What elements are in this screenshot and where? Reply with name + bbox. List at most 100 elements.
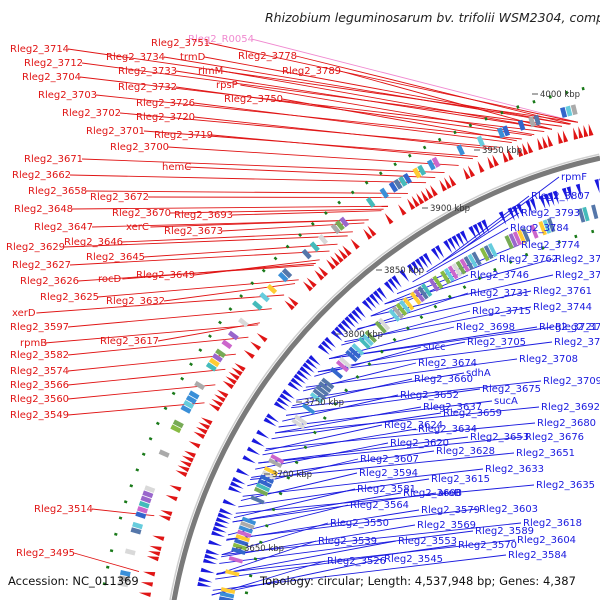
reverse-gene-arrow <box>232 476 246 485</box>
forward-gene-label: Rleg2_3495 <box>16 548 75 559</box>
forward-gene-arrow <box>256 333 268 343</box>
forward-gene-label: Rleg2_3649 <box>136 270 195 281</box>
forward-gene-label: Rleg2_3627 <box>12 260 71 271</box>
forward-gene-label: Rleg2_3560 <box>10 394 69 405</box>
forward-leader-line <box>63 235 348 248</box>
cog-block <box>388 308 401 322</box>
map-title: Rhizobium leguminosarum bv. trifolii WSM… <box>265 10 600 25</box>
reverse-gene-label: aroB <box>438 488 461 499</box>
forward-leader-line <box>67 308 272 328</box>
cog-block <box>533 114 541 126</box>
forward-gene-label: Rleg2_3734 <box>106 52 165 63</box>
feature-mark <box>294 460 299 465</box>
feature-mark <box>102 582 107 586</box>
summary-text: Topology: circular; Length: 4,537,948 bp… <box>259 574 576 588</box>
reverse-gene-label: Rleg2_3652 <box>400 390 459 401</box>
reverse-leader-line <box>216 540 317 576</box>
reverse-gene-arrow <box>543 193 551 208</box>
feature-mark <box>484 116 488 121</box>
cog-block <box>291 418 306 430</box>
reverse-leader-line <box>291 380 542 409</box>
feature-mark <box>298 233 303 238</box>
forward-gene-arrow <box>425 187 434 200</box>
cog-block <box>582 206 590 222</box>
forward-gene-arrow <box>188 441 201 449</box>
forward-leader-line <box>81 62 563 127</box>
forward-leader-line <box>69 174 427 184</box>
reverse-gene-arrow <box>406 263 417 277</box>
cog-block <box>508 233 518 248</box>
cog-block <box>142 490 154 499</box>
cog-block <box>318 234 329 245</box>
forward-gene-arrow <box>211 398 223 407</box>
kbp-tick-label: 4000 kbp <box>540 90 580 100</box>
reverse-gene-label: Rleg2_3761 <box>533 286 592 297</box>
cog-block <box>502 125 511 137</box>
forward-gene-arrow <box>338 248 348 260</box>
cog-block <box>413 288 426 303</box>
forward-gene-arrow <box>439 179 448 192</box>
cog-block <box>221 339 233 350</box>
forward-gene-arrow <box>542 136 549 149</box>
forward-gene-label: Rleg2_3574 <box>10 366 69 377</box>
cog-block <box>138 500 150 509</box>
reverse-gene-arrow <box>511 205 520 220</box>
forward-gene-arrow <box>492 154 499 167</box>
forward-gene-arrow <box>517 144 524 157</box>
feature-mark <box>516 105 520 109</box>
reverse-gene-arrow <box>507 207 515 222</box>
reverse-leader-line <box>278 400 493 428</box>
reverse-gene-label: Rleg2_3620 <box>390 438 449 449</box>
forward-gene-label: Rleg2_3647 <box>34 222 93 233</box>
cog-block <box>118 575 130 583</box>
reverse-gene-arrow <box>347 312 360 325</box>
forward-gene-arrow <box>342 245 352 257</box>
reverse-gene-label: Rleg2_3569 <box>417 520 476 531</box>
reverse-leader-line <box>240 472 358 501</box>
reverse-gene-arrow <box>317 344 330 355</box>
reverse-leader-line <box>262 428 417 456</box>
reverse-gene-arrow <box>198 577 213 583</box>
cog-block <box>459 258 471 273</box>
reverse-gene-label: Rleg2_3553 <box>398 536 457 547</box>
forward-gene-arrow <box>407 198 416 210</box>
forward-gene-arrow <box>430 185 438 197</box>
reverse-gene-arrow <box>468 225 477 240</box>
cog-block <box>144 485 156 494</box>
reverse-gene-arrow <box>279 393 293 403</box>
cog-block <box>281 267 293 279</box>
feature-mark <box>171 391 176 396</box>
feature-mark <box>405 326 410 331</box>
forward-leader-line <box>67 353 236 372</box>
reverse-leader-line <box>357 290 532 330</box>
forward-gene-arrow <box>193 431 206 440</box>
reverse-leader-line <box>238 478 430 508</box>
forward-gene-label: Rleg2_3514 <box>34 504 93 515</box>
forward-gene-label: Rleg2_3750 <box>224 94 283 105</box>
cog-block <box>338 356 352 369</box>
cog-block <box>374 320 387 334</box>
reverse-gene-arrow <box>351 309 363 322</box>
feature-mark <box>218 320 222 325</box>
cog-block <box>547 217 556 233</box>
forward-gene-arrow <box>527 141 534 154</box>
cog-block <box>255 482 271 493</box>
reverse-gene-label: Rleg2_3744 <box>533 302 592 313</box>
forward-gene-arrow <box>243 349 255 359</box>
reverse-gene-label: succ <box>423 342 446 353</box>
cog-block <box>318 381 332 393</box>
cog-block <box>250 495 265 505</box>
forward-gene-label: Rleg2_3778 <box>238 51 297 62</box>
forward-gene-arrow <box>222 380 234 390</box>
reverse-gene-arrow <box>548 192 555 207</box>
cog-block <box>140 495 152 504</box>
cog-block <box>393 178 403 190</box>
feature-mark <box>591 229 595 234</box>
cog-block <box>417 285 429 300</box>
cog-block <box>137 506 148 514</box>
cog-block <box>443 267 455 282</box>
forward-gene-arrow <box>326 259 336 270</box>
cog-block <box>357 336 371 350</box>
reverse-gene-arrow <box>594 179 600 194</box>
